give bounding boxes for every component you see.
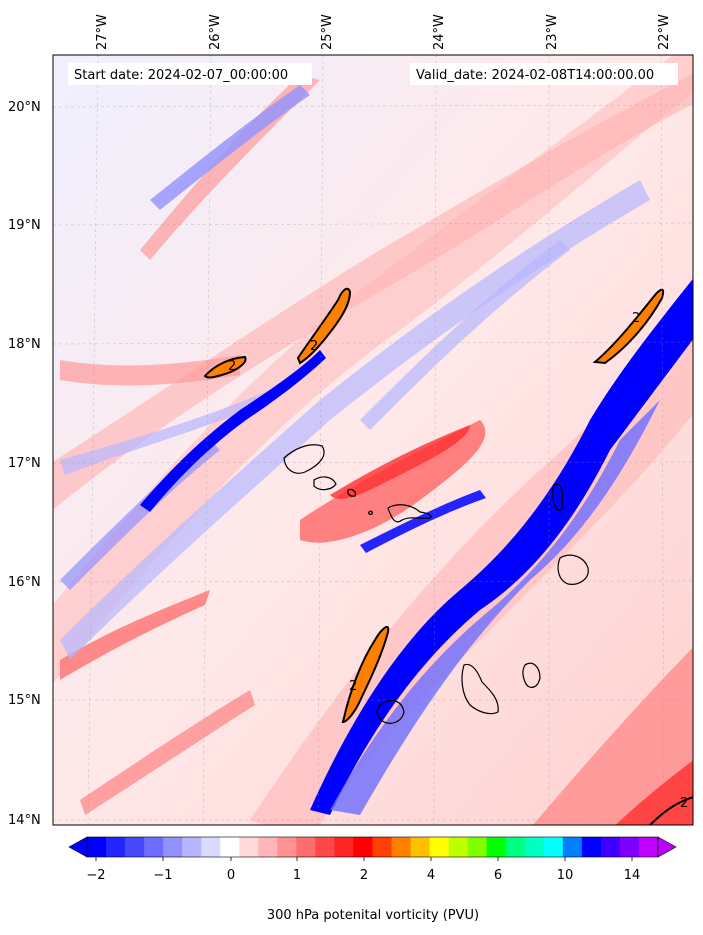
lat-label: 14°N: [8, 813, 41, 828]
colorbar-cell: [296, 837, 316, 857]
colorbar-cell: [524, 837, 545, 857]
colorbar-cell: [144, 837, 164, 857]
colorbar-label: 300 hPa potenital vorticity (PVU): [267, 908, 479, 923]
colorbar-cell: [638, 837, 659, 857]
colorbar-cell: [315, 837, 335, 857]
island-sal: [552, 483, 564, 511]
lat-label: 16°N: [8, 575, 41, 590]
cb-tick-label: 6: [494, 868, 502, 883]
colorbar-cell: [600, 837, 621, 857]
colorbar-cell: [410, 837, 431, 857]
start-date-label: Start date: 2024-02-07_00:00:00: [74, 68, 288, 83]
pv-high-filaments: [203, 287, 693, 825]
colorbar-min-extend: [68, 836, 88, 858]
cb-tick-label: −2: [86, 868, 105, 883]
pv-mid-negative-streak: [360, 490, 486, 553]
island-santa-luzia: [347, 488, 357, 497]
cape-verde-islands: [283, 444, 589, 724]
pv-strong-negative-jet-north: [140, 350, 326, 512]
island-santiago: [461, 663, 499, 715]
colorbar-cell: [334, 837, 354, 857]
cb-tick-label: 10: [557, 868, 574, 883]
gridlines: [53, 55, 693, 825]
cb-tick-label: 2: [360, 868, 368, 883]
colorbar-cell: [182, 837, 202, 857]
lat-label: 17°N: [8, 456, 41, 471]
colorbar-cell: [391, 837, 412, 857]
colorbar-cell: [429, 837, 450, 857]
cb-tick-label: 0: [227, 868, 235, 883]
colorbar-max-extend: [657, 836, 677, 858]
island-santo-antao: [283, 444, 325, 474]
colorbar-cell: [239, 837, 259, 857]
cb-tick-label: 1: [293, 868, 301, 883]
lat-label: 18°N: [8, 337, 41, 352]
lon-label: 24°W: [432, 14, 447, 50]
colorbar-cell: [277, 837, 297, 857]
colorbar-cell: [163, 837, 183, 857]
longitude-labels: 27°W 26°W 25°W 24°W 23°W 22°W: [95, 14, 672, 50]
colorbar-cell: [486, 837, 507, 857]
colorbar-frame: [86, 836, 659, 858]
contour-label: 2: [680, 796, 688, 811]
latitude-labels: 20°N 19°N 18°N 17°N 16°N 15°N 14°N: [8, 100, 41, 828]
map-frame: [52, 54, 694, 826]
valid-date-label: Valid_date: 2024-02-08T14:00:00.00: [416, 68, 654, 83]
pv-strong-negative-jet-south: [310, 278, 693, 815]
colorbar-cell: [448, 837, 469, 857]
colorbar-cells: [87, 837, 659, 857]
colorbar-cell: [372, 837, 393, 857]
lon-label: 22°W: [657, 14, 672, 50]
colorbar-cell: [619, 837, 640, 857]
island-boa-vista: [557, 554, 589, 585]
colorbar-cell: [353, 837, 373, 857]
island-brava: [368, 510, 373, 515]
island-sao-vicente: [313, 476, 337, 491]
lon-label: 27°W: [95, 14, 110, 50]
lon-label: 25°W: [320, 14, 335, 50]
contour-label: 2: [310, 339, 318, 354]
cb-tick-label: 4: [427, 868, 435, 883]
colorbar: −2 −1 0 1 2 4 6 10 14 300 hPa potenital …: [68, 836, 677, 923]
colorbar-tick-labels: −2 −1 0 1 2 4 6 10 14: [86, 868, 640, 883]
colorbar-cell: [220, 837, 240, 857]
contour-label: 2: [632, 311, 640, 326]
colorbar-cell: [467, 837, 488, 857]
pv-field: 2 2 2 2 2: [53, 55, 693, 825]
lon-label: 23°W: [545, 14, 560, 50]
colorbar-cell: [87, 837, 107, 857]
colorbar-cell: [581, 837, 602, 857]
island-fogo: [376, 699, 405, 724]
cb-tick-label: −1: [153, 868, 172, 883]
lat-label: 20°N: [8, 100, 41, 115]
colorbar-cell: [201, 837, 221, 857]
colorbar-cell: [543, 837, 564, 857]
pv-medium-negative-band: [330, 400, 660, 815]
contour-label: 2: [349, 679, 357, 694]
island-sao-nicolau: [387, 504, 432, 523]
colorbar-cell: [106, 837, 126, 857]
island-maio: [522, 662, 541, 688]
colorbar-cell: [258, 837, 278, 857]
colorbar-cell: [125, 837, 145, 857]
colorbar-ticks: [95, 857, 633, 861]
colorbar-cell: [562, 837, 583, 857]
lon-label: 26°W: [208, 14, 223, 50]
colorbar-cell: [505, 837, 526, 857]
contour-label: 2: [228, 359, 236, 374]
lat-label: 19°N: [8, 218, 41, 233]
cb-tick-label: 14: [624, 868, 641, 883]
lat-label: 15°N: [8, 693, 41, 708]
